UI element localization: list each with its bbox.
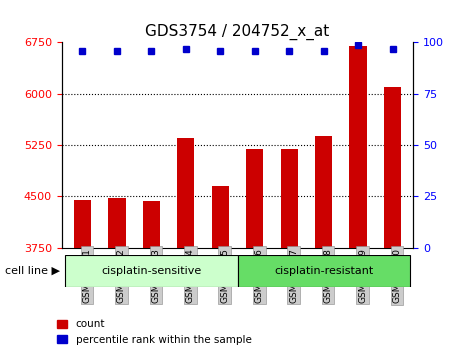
Bar [238,255,410,287]
Text: GSM385729: GSM385729 [358,248,367,303]
Text: GSM385728: GSM385728 [323,248,332,303]
Text: cisplatin-sensitive: cisplatin-sensitive [101,266,201,276]
Bar [108,198,125,354]
Bar [246,149,263,354]
Bar [212,186,229,354]
Text: GSM385723: GSM385723 [152,248,161,303]
Text: GSM385722: GSM385722 [117,248,126,303]
Text: GSM385726: GSM385726 [255,248,264,303]
Text: GSM385730: GSM385730 [392,248,401,303]
Text: GSM385721: GSM385721 [83,248,91,303]
Text: GSM385725: GSM385725 [220,248,229,303]
Bar [142,201,160,354]
Bar [177,138,194,354]
Text: GSM385724: GSM385724 [186,248,195,303]
Legend: count, percentile rank within the sample: count, percentile rank within the sample [53,315,256,349]
Bar [281,149,298,354]
Text: cell line ▶: cell line ▶ [5,266,60,276]
Bar [350,46,367,354]
Text: cisplatin-resistant: cisplatin-resistant [274,266,373,276]
Bar [384,87,401,354]
Bar [315,136,332,354]
Bar [65,255,238,287]
Title: GDS3754 / 204752_x_at: GDS3754 / 204752_x_at [145,23,330,40]
Bar [74,200,91,354]
Text: GSM385727: GSM385727 [289,248,298,303]
